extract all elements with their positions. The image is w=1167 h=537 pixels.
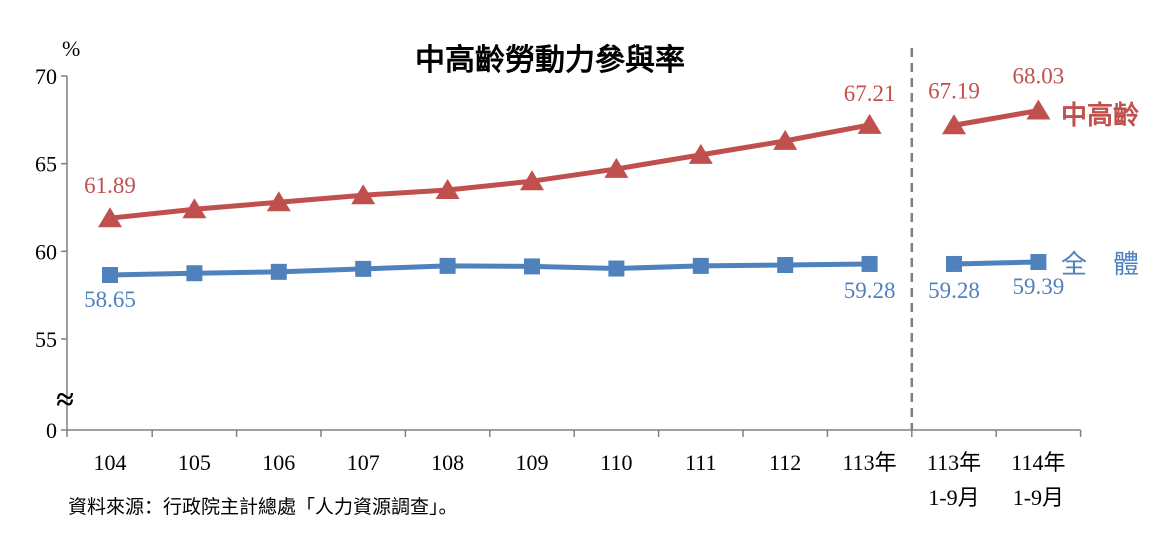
data-point-marker bbox=[608, 260, 625, 277]
data-point-marker bbox=[946, 255, 962, 272]
data-point-marker bbox=[182, 198, 207, 219]
data-label: 67.19 bbox=[928, 78, 980, 103]
x-tick-label: 106 bbox=[262, 450, 295, 475]
x-tick-label: 108 bbox=[431, 450, 464, 475]
x-tick-label: 104 bbox=[94, 450, 127, 475]
y-tick-label: 70 bbox=[35, 64, 57, 89]
y-tick-label: 65 bbox=[35, 152, 57, 177]
data-point-marker bbox=[1026, 99, 1051, 120]
data-point-marker bbox=[942, 114, 966, 135]
data-label: 61.89 bbox=[84, 173, 136, 198]
data-label: 67.21 bbox=[844, 81, 896, 106]
x-tick-label: 112 bbox=[769, 450, 801, 475]
y-tick-label: 55 bbox=[35, 327, 57, 352]
series-line bbox=[109, 122, 871, 221]
data-point-marker bbox=[604, 157, 629, 178]
series-triangle: 61.89 67.21 67.19 68.03 中高齡 bbox=[84, 64, 1139, 228]
data-label: 68.03 bbox=[1013, 64, 1065, 89]
x-tick-label: 109 bbox=[516, 450, 549, 475]
chart-title: 中高齡勞動力參與率 bbox=[415, 43, 685, 78]
series-line bbox=[953, 108, 1039, 128]
data-label: 59.28 bbox=[844, 278, 896, 303]
data-point-marker bbox=[777, 257, 794, 274]
x-tick-label: 113年 bbox=[927, 450, 981, 475]
series-layer: 61.89 67.21 67.19 68.03 中高齡 58.65 59.28 59.28 59… bbox=[84, 64, 1139, 312]
data-point-marker bbox=[266, 191, 291, 212]
data-point-marker bbox=[351, 184, 376, 205]
data-label: 59.39 bbox=[1013, 274, 1065, 299]
data-label: 59.28 bbox=[928, 278, 980, 303]
data-point-marker bbox=[439, 257, 456, 274]
x-tick-sublabel: 1-9月 bbox=[928, 485, 979, 510]
x-tick-label: 114年 bbox=[1011, 450, 1065, 475]
data-point-marker bbox=[857, 113, 882, 134]
source-note: 資料來源：行政院主計總處「人力資源調查」。 bbox=[68, 496, 458, 518]
x-tick-label: 105 bbox=[178, 450, 211, 475]
series-name-label: 中高齡 bbox=[1061, 100, 1139, 131]
data-point-marker bbox=[1030, 254, 1047, 271]
x-tick-label: 111 bbox=[685, 450, 716, 475]
y-tick-label: 60 bbox=[35, 239, 57, 264]
y-tick-label: 0 bbox=[46, 418, 57, 443]
x-tick-label: 107 bbox=[347, 450, 380, 475]
data-point-marker bbox=[186, 265, 203, 282]
x-axis: 104 105 106 107 108 109 110 111 112 113年 113年 1-9月 1… bbox=[66, 429, 1082, 510]
y-axis: 0 55 60 65 70 ≈ bbox=[35, 64, 74, 443]
axis-break-mark: ≈ bbox=[56, 381, 74, 417]
data-point-marker bbox=[355, 260, 372, 277]
y-unit-label: % bbox=[62, 36, 80, 61]
data-point-marker bbox=[773, 129, 798, 150]
series-name-label: 全 體 bbox=[1061, 250, 1139, 280]
data-point-marker bbox=[98, 207, 122, 228]
series-square: 58.65 59.28 59.28 59.39全 體 bbox=[84, 250, 1139, 312]
data-point-marker bbox=[688, 143, 713, 164]
data-point-marker bbox=[435, 178, 460, 199]
data-point-marker bbox=[861, 255, 878, 272]
x-tick-label: 113年 bbox=[843, 450, 897, 475]
data-point-marker bbox=[524, 258, 540, 275]
data-label: 58.65 bbox=[84, 287, 136, 312]
data-point-marker bbox=[102, 267, 118, 284]
data-point-marker bbox=[270, 263, 287, 280]
data-point-marker bbox=[520, 170, 544, 191]
series-line bbox=[953, 259, 1039, 267]
series-line bbox=[109, 261, 870, 278]
data-point-marker bbox=[692, 257, 709, 274]
x-tick-label: 110 bbox=[600, 450, 632, 475]
x-tick-sublabel: 1-9月 bbox=[1013, 485, 1064, 510]
